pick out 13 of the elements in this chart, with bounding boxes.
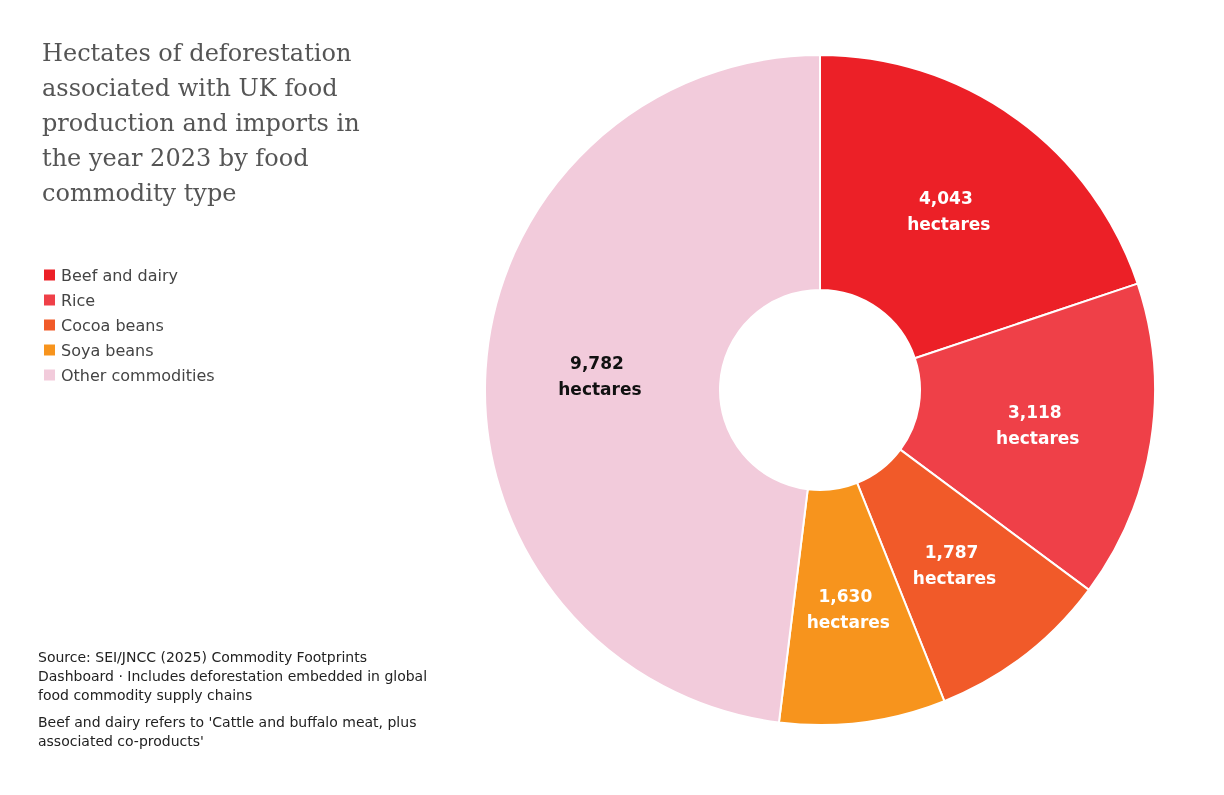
legend-label: Cocoa beans bbox=[61, 315, 164, 335]
data-label: 1,787 hectares bbox=[912, 541, 997, 588]
text: Hectates of deforestation associated with UK food production and imports in the year 2023 by food commodity type bbox=[42, 38, 368, 207]
data-label: 3,118 hectares bbox=[996, 401, 1080, 448]
source-note: Source: SEI/JNCC (2025) Commodity Footprints Dashboard · Includes deforestation embedded in global food commodity supply chains bbox=[38, 648, 428, 705]
legend-label: Other commodities bbox=[61, 365, 215, 385]
legend-label: Rice bbox=[61, 290, 96, 310]
data-label: 1,630 hectares bbox=[806, 585, 890, 632]
data-label: 4,043 hectares bbox=[907, 188, 991, 235]
text: Beef and dairy refers to 'Cattle and buffalo meat, plus associated co-products' bbox=[38, 712, 418, 751]
legend-label: Beef and dairy bbox=[61, 265, 179, 285]
legend-label: Soya beans bbox=[61, 340, 154, 360]
data-label: 9,782 hectares bbox=[558, 353, 642, 400]
